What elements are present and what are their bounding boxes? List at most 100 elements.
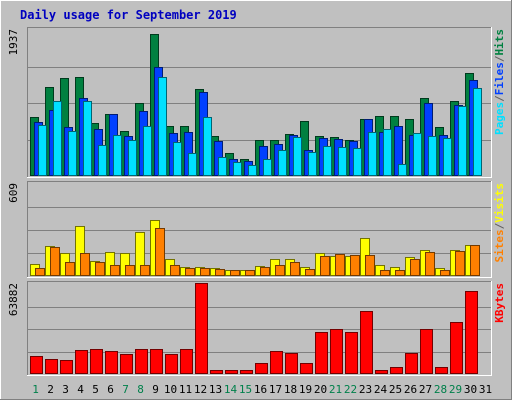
panel-scale-label: 1937 xyxy=(7,29,20,56)
bar-sites-day-13 xyxy=(215,269,225,276)
x-tick-label-day-24: 24 xyxy=(374,383,388,396)
bar-kbytes-day-1 xyxy=(30,356,43,374)
bar-kbytes-day-23 xyxy=(360,311,373,374)
bar-sites-day-18 xyxy=(290,262,300,276)
bar-sites-day-19 xyxy=(305,269,315,276)
bar-sites-day-11 xyxy=(185,268,195,276)
bar-sites-day-17 xyxy=(275,265,285,276)
bar-pages-day-14 xyxy=(233,162,242,176)
bar-sites-day-5 xyxy=(95,262,105,276)
bar-sites-day-16 xyxy=(260,267,270,276)
bar-kbytes-day-11 xyxy=(180,349,193,374)
bar-pages-day-8 xyxy=(143,126,152,176)
bar-sites-day-15 xyxy=(245,270,255,276)
x-tick-label-day-12: 12 xyxy=(194,383,207,396)
bar-sites-day-2 xyxy=(50,247,60,276)
bar-pages-day-6 xyxy=(113,135,122,176)
x-tick-label-day-31: 31 xyxy=(479,383,492,396)
bar-pages-day-20 xyxy=(323,146,332,176)
x-tick-label-day-11: 11 xyxy=(179,383,192,396)
x-tick-label-day-19: 19 xyxy=(299,383,312,396)
series-sites xyxy=(35,228,480,276)
bar-kbytes-day-30 xyxy=(465,291,478,374)
bar-kbytes-day-3 xyxy=(60,360,73,374)
x-tick-label-day-29: 29 xyxy=(449,383,462,396)
bar-kbytes-day-16 xyxy=(255,363,268,374)
x-tick-label-day-26: 26 xyxy=(404,383,417,396)
bar-sites-day-6 xyxy=(110,265,120,276)
x-tick-label-day-4: 4 xyxy=(77,383,84,396)
panel-legend: Pages/Files/Hits xyxy=(493,29,506,135)
legend-entry-1: / xyxy=(493,222,506,229)
x-tick-label-day-9: 9 xyxy=(152,383,159,396)
x-tick-label-day-21: 21 xyxy=(329,383,342,396)
bar-kbytes-day-7 xyxy=(120,354,133,374)
bar-pages-day-21 xyxy=(338,147,347,176)
bar-sites-day-21 xyxy=(335,254,345,276)
bar-pages-day-4 xyxy=(83,101,92,176)
x-tick-label-day-7: 7 xyxy=(122,383,129,396)
x-tick-label-day-16: 16 xyxy=(254,383,267,396)
bar-sites-day-29 xyxy=(455,251,465,276)
x-tick-label-day-5: 5 xyxy=(92,383,99,396)
x-tick-label-day-1: 1 xyxy=(32,383,39,396)
bar-pages-day-28 xyxy=(443,138,452,176)
bar-kbytes-day-12 xyxy=(195,283,208,374)
bar-sites-day-25 xyxy=(395,270,405,276)
bar-pages-day-5 xyxy=(98,145,107,176)
bar-pages-day-1 xyxy=(38,125,47,176)
bar-kbytes-day-8 xyxy=(135,349,148,374)
legend-entry-4: Hits xyxy=(493,29,506,56)
x-tick-label-day-13: 13 xyxy=(209,383,222,396)
bar-kbytes-day-28 xyxy=(435,367,448,374)
bar-kbytes-day-15 xyxy=(240,370,253,374)
x-tick-label-day-15: 15 xyxy=(239,383,252,396)
bar-sites-day-20 xyxy=(320,256,330,276)
bar-pages-day-19 xyxy=(308,152,317,176)
panel-visits-sites: 609 Sites/Visits xyxy=(7,181,506,278)
x-tick-label-day-6: 6 xyxy=(107,383,114,396)
bar-sites-day-7 xyxy=(125,265,135,276)
bar-kbytes-day-25 xyxy=(390,367,403,374)
series-pages xyxy=(38,77,482,176)
x-tick-label-day-14: 14 xyxy=(224,383,238,396)
panel-scale-label: 609 xyxy=(7,183,20,203)
bar-sites-day-8 xyxy=(140,265,150,276)
bar-kbytes-day-21 xyxy=(330,329,343,374)
x-tick-label-day-27: 27 xyxy=(419,383,432,396)
panel-legend: Sites/Visits xyxy=(493,183,506,263)
x-tick-label-day-30: 30 xyxy=(464,383,477,396)
bar-pages-day-7 xyxy=(128,140,137,176)
x-tick-label-day-28: 28 xyxy=(434,383,447,396)
bar-pages-day-30 xyxy=(473,88,482,176)
bar-kbytes-day-29 xyxy=(450,322,463,374)
bar-pages-day-27 xyxy=(428,136,437,176)
bar-sites-day-9 xyxy=(155,228,165,276)
panel-hits-files-pages: 1937 Pages/Files/Hits xyxy=(7,27,506,178)
bar-kbytes-day-2 xyxy=(45,359,58,374)
x-tick-label-day-8: 8 xyxy=(137,383,144,396)
bar-pages-day-18 xyxy=(293,137,302,176)
bar-pages-day-29 xyxy=(458,106,467,176)
panel-legend: KBytes xyxy=(493,283,506,323)
bar-sites-day-14 xyxy=(230,270,240,276)
bar-pages-day-17 xyxy=(278,150,287,176)
bar-sites-day-12 xyxy=(200,268,210,276)
bar-kbytes-day-24 xyxy=(375,370,388,374)
bar-kbytes-day-10 xyxy=(165,354,178,374)
bar-kbytes-day-17 xyxy=(270,351,283,374)
bar-kbytes-day-13 xyxy=(210,370,223,374)
bar-pages-day-26 xyxy=(413,133,422,176)
bar-sites-day-24 xyxy=(380,270,390,276)
chart-title: Daily usage for September 2019 xyxy=(20,8,237,22)
x-tick-label-day-20: 20 xyxy=(314,383,327,396)
bar-sites-day-10 xyxy=(170,265,180,276)
bar-pages-day-10 xyxy=(173,142,182,176)
legend-entry-0: Sites xyxy=(493,229,506,262)
series-kbytes xyxy=(30,283,478,374)
panel-scale-label: 63882 xyxy=(7,283,20,316)
legend-entry-0: Pages xyxy=(493,102,506,135)
bar-pages-day-25 xyxy=(398,164,407,176)
